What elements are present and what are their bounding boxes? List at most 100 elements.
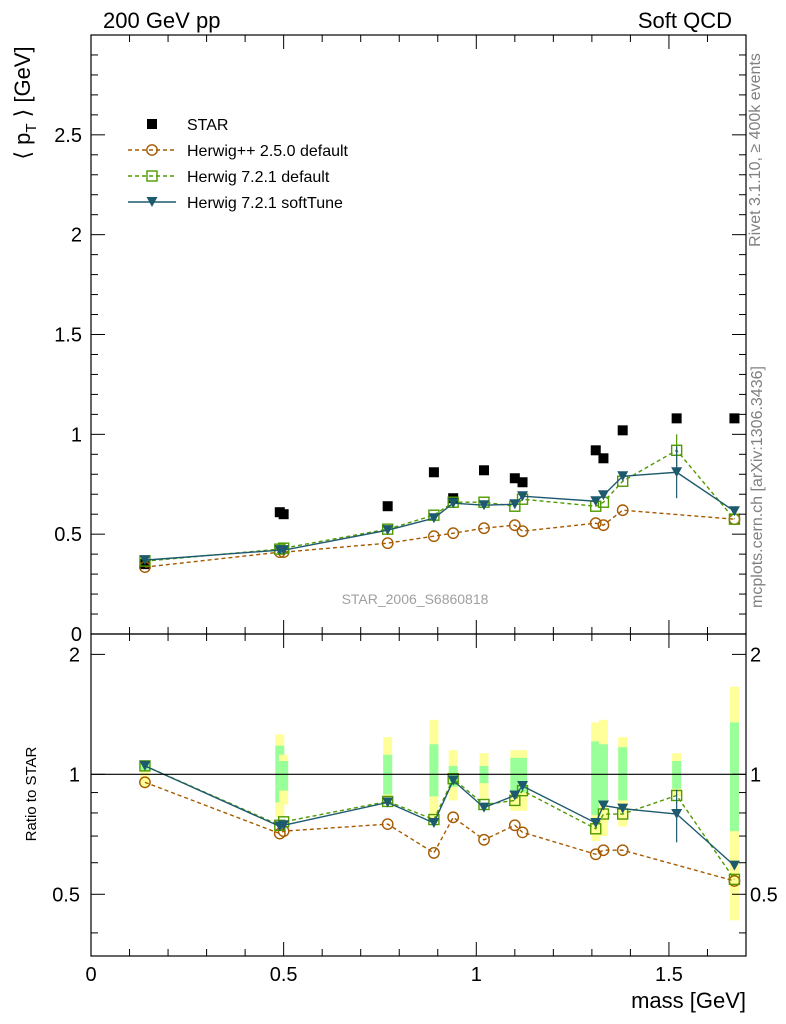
stat-uncertainty-band — [518, 757, 528, 793]
ratio-y-tick-label-left: 0.5 — [52, 884, 80, 906]
main-y-tick-label: 0.5 — [54, 524, 82, 546]
point-star — [479, 465, 489, 476]
stat-uncertainty-band — [510, 757, 520, 793]
main-line-herwig-7-2-1-softtune — [144, 471, 735, 561]
point-star — [428, 467, 439, 478]
ratio-line-herwig-7-2-1-softtune — [144, 765, 735, 867]
point-star — [517, 477, 528, 488]
legend: STAR Herwig++ 2.5.0 default Herwig 7.2.1 d… — [128, 117, 349, 212]
main-y-tick-label: 0 — [71, 624, 82, 646]
point-herwig-7-2-1-softtune — [671, 467, 683, 478]
point-herwig-2-5-0-default — [428, 530, 440, 543]
x-tick-label: 1 — [471, 964, 482, 986]
header-right: Soft QCD — [638, 8, 732, 33]
legend-label: Herwig 7.2.1 softTune — [187, 195, 343, 212]
main-y-tick-label: 1 — [71, 424, 82, 446]
x-tick-label: 1.5 — [655, 964, 683, 986]
ratio-point-herwig-2-5-0-default — [381, 818, 394, 831]
ratio-point-herwig-7-2-1-default — [728, 873, 741, 886]
ratio-point-herwig-7-2-1-softtune — [728, 860, 740, 871]
point-herwig-2-5-0-default — [616, 504, 629, 517]
point-herwig-7-2-1-softtune — [428, 513, 440, 524]
legend-marker — [146, 197, 158, 207]
point-herwig-7-2-1-softtune — [278, 545, 290, 556]
ratio-point-herwig-7-2-1-softtune — [478, 802, 490, 813]
point-herwig-7-2-1-softtune — [382, 525, 394, 536]
ratio-point-herwig-2-5-0-default — [139, 776, 151, 789]
point-herwig-7-2-1-softtune — [728, 506, 740, 517]
ratio-point-herwig-7-2-1-softtune — [428, 817, 440, 828]
legend-marker — [146, 144, 158, 156]
ratio-point-herwig-2-5-0-default — [428, 847, 440, 859]
legend-label: Herwig 7.2.1 default — [187, 169, 330, 186]
main-y-tick-label: 1.5 — [54, 325, 82, 347]
legend-marker — [146, 170, 158, 182]
main-y-tick-label: 2.5 — [54, 125, 82, 147]
legend-label: STAR — [187, 117, 228, 134]
ratio-point-herwig-2-5-0-default — [447, 811, 460, 824]
point-herwig-2-5-0-default — [447, 527, 460, 540]
point-herwig-7-2-1-softtune — [617, 471, 629, 482]
point-star — [729, 413, 740, 424]
ratio-point-herwig-2-5-0-default — [478, 833, 490, 846]
legend-marker — [147, 119, 157, 129]
ratio-y-tick-label-right: 2 — [750, 644, 761, 666]
ratio-point-herwig-2-5-0-default — [508, 819, 521, 832]
point-herwig-7-2-1-softtune — [478, 500, 490, 511]
ratio-point-herwig-7-2-1-softtune — [617, 803, 629, 814]
stat-uncertainty-band — [279, 761, 289, 791]
stat-uncertainty-band — [598, 744, 608, 803]
analysis-watermark: STAR_2006_S6860818 — [342, 591, 489, 607]
point-star — [382, 501, 393, 512]
ratio-point-herwig-7-2-1-softtune — [671, 809, 683, 820]
rivet-label: Rivet 3.1.10, ≥ 400k events — [747, 53, 764, 247]
point-herwig-7-2-1-softtune — [509, 499, 521, 510]
point-herwig-2-5-0-default — [381, 537, 394, 550]
ratio-point-herwig-7-2-1-softtune — [590, 817, 602, 828]
main-line-herwig-2-5-0-default — [144, 509, 735, 568]
ratio-y-tick-label-right: 0.5 — [750, 884, 778, 906]
point-herwig-2-5-0-default — [597, 519, 610, 532]
main-ylabel: ⟨ pT ⟩ [GeV] — [10, 46, 40, 159]
point-star — [617, 425, 628, 436]
ratio-y-tick-label-left: 1 — [69, 764, 80, 786]
main-y-tick-label: 2 — [71, 225, 82, 247]
ratio-line-herwig-2-5-0-default — [144, 781, 735, 882]
x-tick-label: 0.5 — [270, 964, 298, 986]
ratio-point-herwig-2-5-0-default — [616, 844, 629, 857]
mcplots-label: mcplots.cern.ch [arXiv:1306.3436] — [749, 366, 766, 608]
stat-uncertainty-band — [729, 722, 739, 832]
ratio-point-herwig-7-2-1-softtune — [447, 775, 459, 786]
point-star — [671, 413, 682, 424]
x-axis-title: mass [GeV] — [631, 988, 746, 1013]
point-herwig-7-2-1-softtune — [590, 496, 602, 507]
ratio-point-herwig-2-5-0-default — [597, 844, 610, 857]
ratio-point-herwig-7-2-1-softtune — [382, 797, 394, 808]
stat-uncertainty-band — [591, 741, 601, 816]
point-herwig-2-5-0-default — [478, 522, 490, 535]
ratio-point-herwig-7-2-1-softtune — [517, 780, 529, 791]
ratio-y-tick-label-right: 1 — [750, 764, 761, 786]
header-left: 200 GeV pp — [103, 8, 220, 33]
axes-group: 0 0.5 1 1.5 0 0.5 1 1.5 2 2.5 0.5 1 2 0.5 1 2 — [52, 34, 778, 986]
ratio-point-herwig-7-2-1-softtune — [278, 820, 290, 831]
ratio-point-herwig-7-2-1-softtune — [509, 790, 521, 801]
point-herwig-7-2-1-softtune — [139, 555, 151, 566]
point-herwig-2-5-0-default — [516, 525, 529, 538]
ratio-point-herwig-7-2-1-softtune — [597, 800, 609, 811]
point-herwig-7-2-1-softtune — [447, 498, 459, 509]
ratio-point-herwig-2-5-0-default — [516, 826, 529, 839]
point-herwig-7-2-1-softtune — [517, 491, 529, 502]
main-series-group — [139, 413, 741, 574]
ratio-y-tick-label-left: 2 — [69, 644, 80, 666]
ratio-point-herwig-7-2-1-softtune — [139, 760, 151, 771]
point-herwig-2-5-0-default — [508, 519, 521, 532]
point-star — [278, 509, 289, 520]
point-star — [509, 473, 520, 484]
ratio-line-herwig-7-2-1-default — [144, 765, 736, 880]
stat-uncertainty-band — [429, 744, 439, 797]
ratio-ylabel: Ratio to STAR — [23, 746, 40, 841]
ratio-series-group — [139, 760, 741, 887]
point-herwig-7-2-1-softtune — [597, 490, 609, 501]
